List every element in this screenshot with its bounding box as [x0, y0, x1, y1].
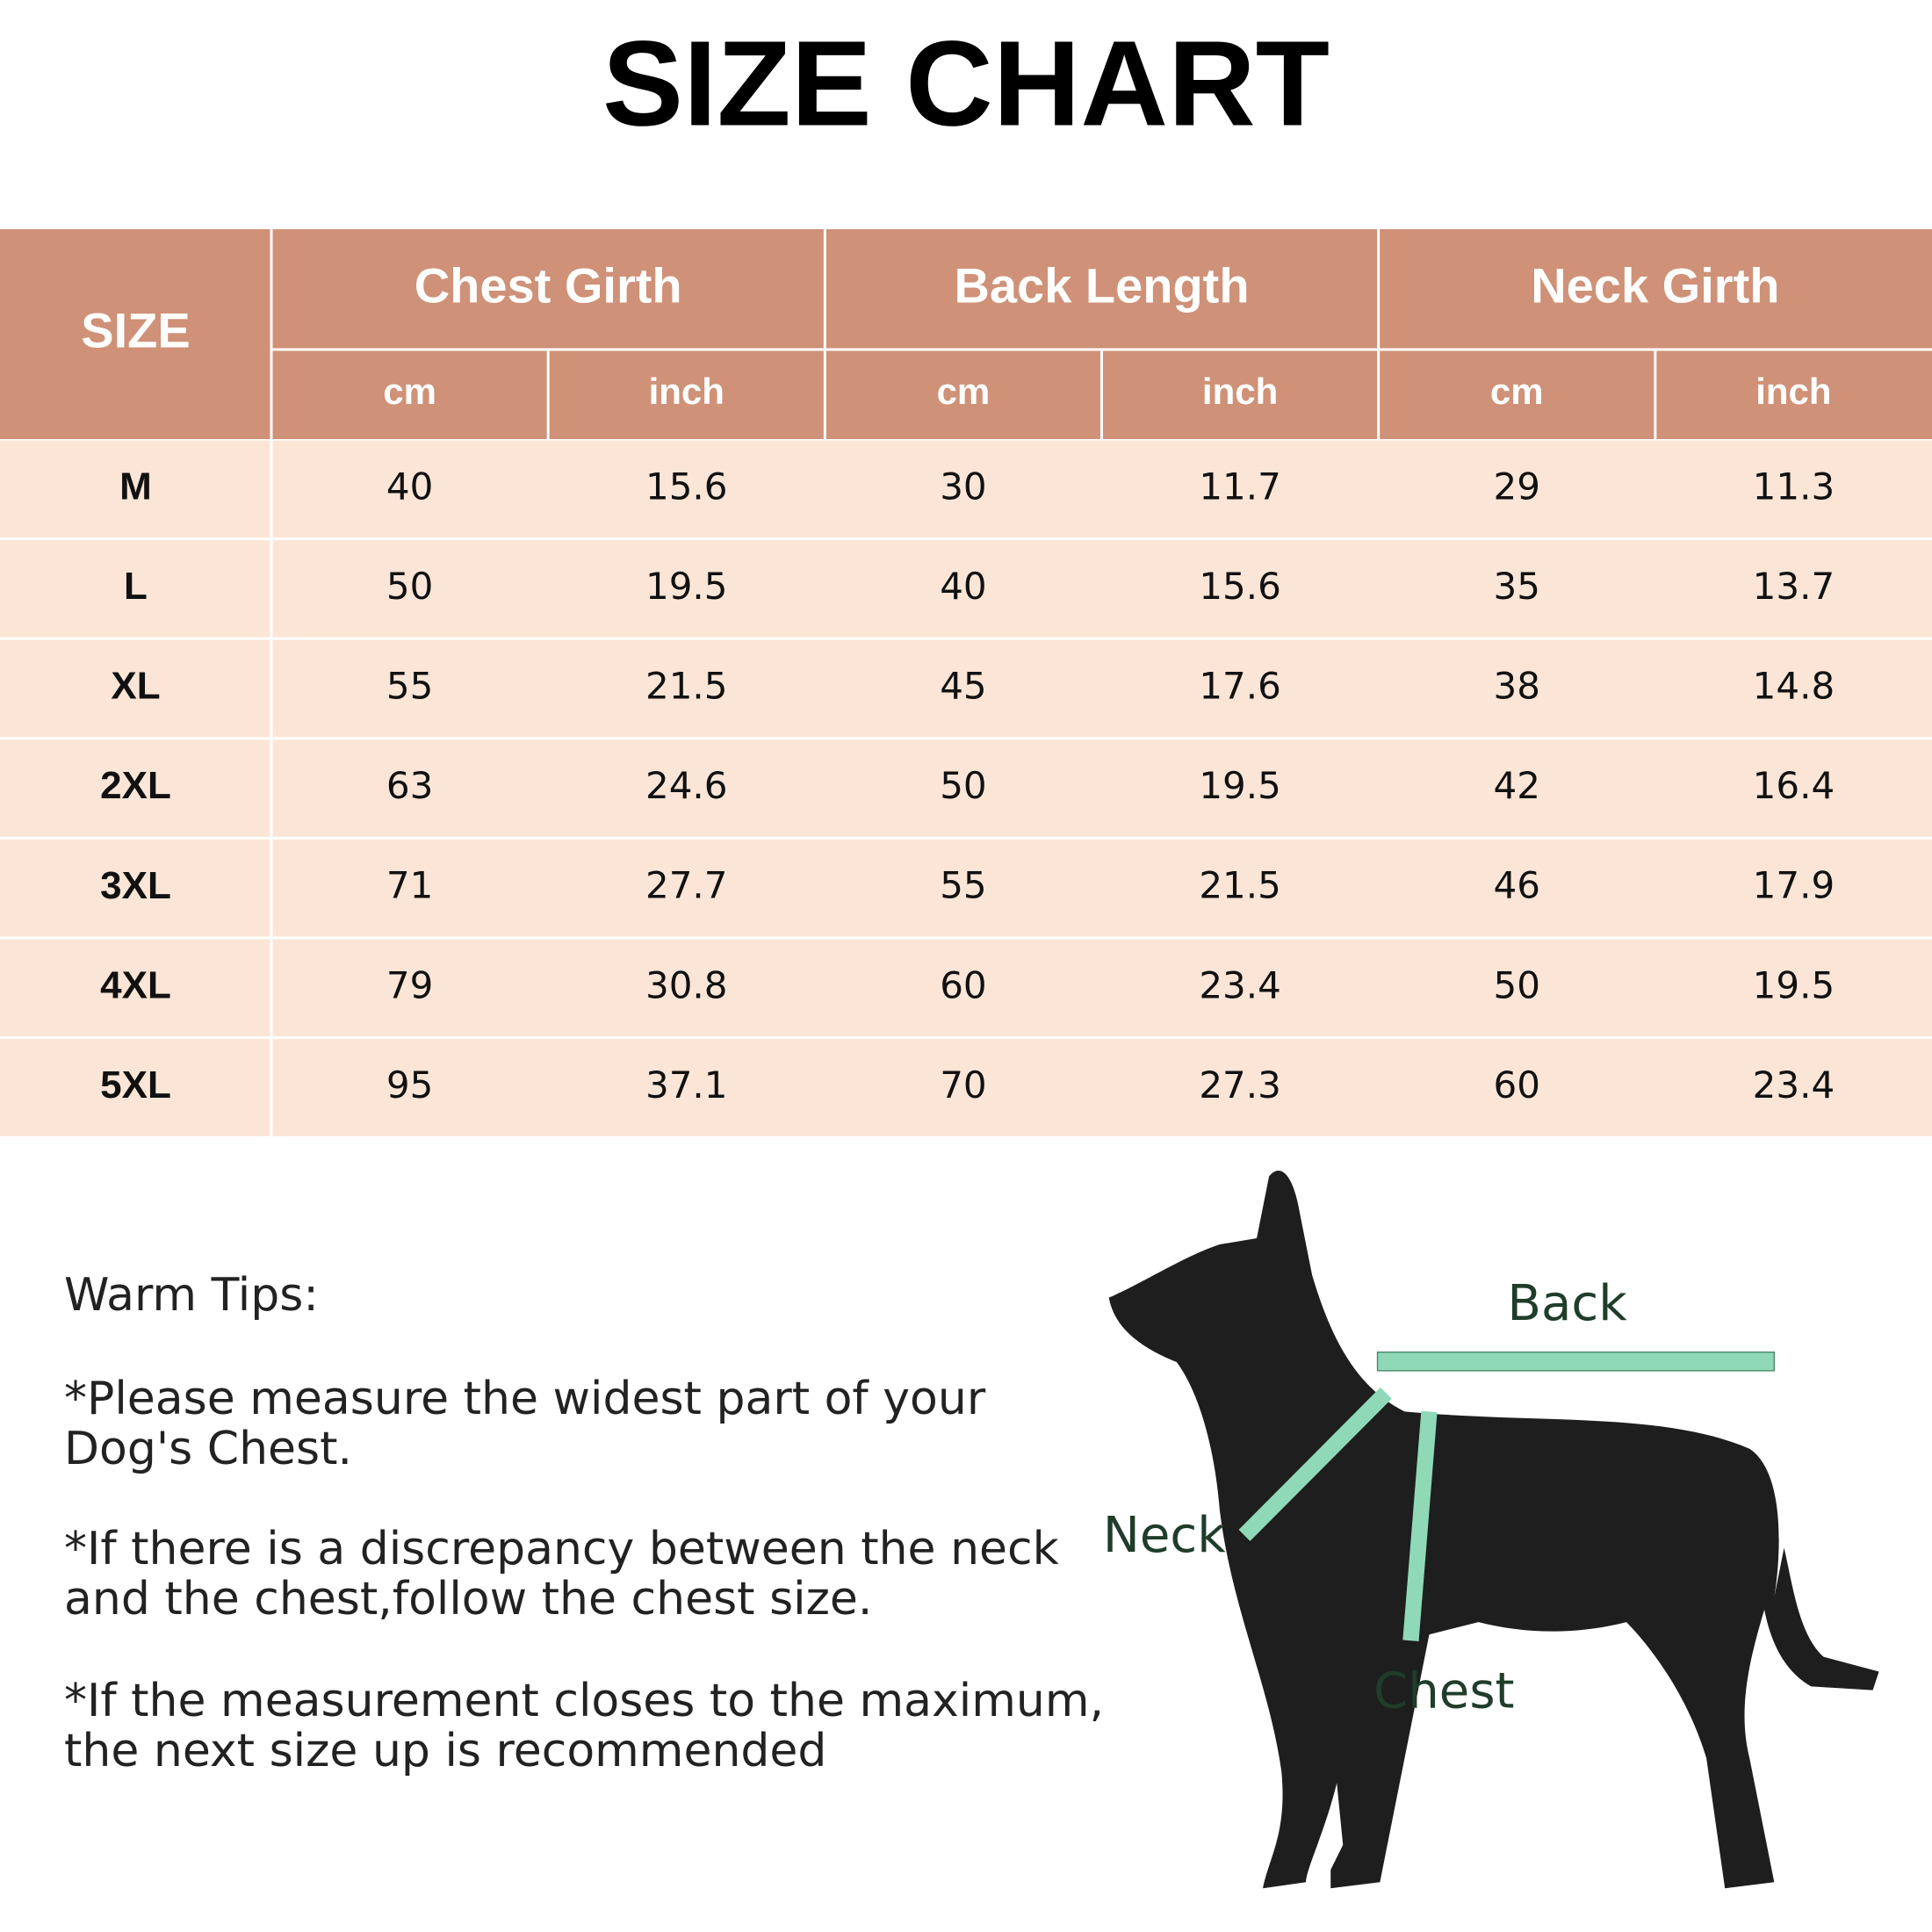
row-bg [0, 939, 1932, 1037]
value-cell: 29 [1494, 465, 1540, 508]
size-cell: M [119, 465, 152, 508]
value-cell: 14.8 [1753, 665, 1835, 708]
tip-line: Dog's Chest. [64, 1423, 352, 1475]
value-cell: 50 [386, 565, 433, 608]
value-cell: 42 [1494, 764, 1540, 807]
value-cell: 60 [1494, 1063, 1540, 1107]
value-cell: 17.9 [1753, 864, 1835, 907]
group-header: Chest Girth [415, 257, 682, 313]
size-cell: 2XL [100, 764, 171, 807]
value-cell: 60 [940, 963, 986, 1006]
row-bg [0, 440, 1932, 538]
value-cell: 70 [940, 1063, 986, 1107]
dog-silhouette [1108, 1171, 1879, 1889]
neck-tape [1238, 1387, 1392, 1541]
tip-line: the next size up is recommended [64, 1725, 826, 1777]
tip-line: *If the measurement closes to the maximu… [64, 1675, 1104, 1727]
value-cell: 63 [386, 764, 433, 807]
unit-header: inch [1755, 371, 1831, 412]
value-cell: 30 [940, 465, 986, 508]
unit-header: cm [937, 371, 991, 412]
row-bg [0, 739, 1932, 837]
value-cell: 40 [386, 465, 433, 508]
value-cell: 40 [940, 565, 986, 608]
value-cell: 15.6 [645, 465, 728, 508]
size-cell: XL [111, 665, 160, 708]
value-cell: 71 [386, 864, 433, 907]
unit-header: cm [1490, 371, 1544, 412]
size-cell: 5XL [100, 1063, 171, 1107]
value-cell: 21.5 [1199, 864, 1281, 907]
unit-header: inch [1202, 371, 1278, 412]
tip-line: and the chest,follow the chest size. [64, 1573, 872, 1626]
value-cell: 38 [1494, 665, 1540, 708]
chest-label: Chest [1373, 1662, 1515, 1719]
value-cell: 55 [386, 665, 433, 708]
value-cell: 27.7 [645, 864, 728, 907]
row-bg [0, 839, 1932, 937]
value-cell: 27.3 [1199, 1063, 1281, 1107]
row-bg [0, 540, 1932, 638]
size-cell: 4XL [100, 963, 171, 1006]
group-header: Back Length [954, 257, 1249, 313]
value-cell: 23.4 [1199, 963, 1281, 1006]
value-cell: 15.6 [1199, 565, 1281, 608]
value-cell: 79 [386, 963, 433, 1006]
size-cell: 3XL [100, 864, 171, 907]
neck-label: Neck [1103, 1507, 1226, 1564]
group-header: Neck Girth [1531, 257, 1779, 313]
tip-line: *Please measure the widest part of your [64, 1373, 986, 1425]
value-cell: 23.4 [1753, 1063, 1835, 1107]
back-label: Back [1508, 1275, 1628, 1332]
value-cell: 95 [386, 1063, 433, 1107]
unit-header: inch [649, 371, 724, 412]
value-cell: 17.6 [1199, 665, 1281, 708]
size-table: SIZE Chest Girth Back Length Neck Girth cm in… [0, 229, 1932, 1138]
back-tape [1376, 1352, 1776, 1372]
value-cell: 55 [940, 864, 986, 907]
row-bg [0, 639, 1932, 738]
dog-diagram: Back Neck Chest [1103, 1171, 1879, 1889]
value-cell: 11.3 [1753, 465, 1835, 508]
unit-header: cm [383, 371, 436, 412]
value-cell: 35 [1494, 565, 1540, 608]
value-cell: 50 [1494, 963, 1540, 1006]
value-cell: 19.5 [1199, 764, 1281, 807]
value-cell: 50 [940, 764, 986, 807]
value-cell: 30.8 [645, 963, 728, 1006]
tip-line: *If there is a discrepancy between the n… [64, 1523, 1059, 1575]
tips-heading: Warm Tips: [64, 1269, 319, 1322]
value-cell: 21.5 [645, 665, 728, 708]
page-title: SIZE CHART [602, 16, 1330, 151]
size-cell: L [124, 565, 148, 608]
value-cell: 19.5 [645, 565, 728, 608]
value-cell: 46 [1494, 864, 1540, 907]
chest-tape [1402, 1410, 1438, 1641]
value-cell: 16.4 [1753, 764, 1835, 807]
value-cell: 37.1 [645, 1063, 728, 1107]
value-cell: 24.6 [645, 764, 728, 807]
value-cell: 13.7 [1753, 565, 1835, 608]
value-cell: 19.5 [1753, 963, 1835, 1006]
value-cell: 45 [940, 665, 986, 708]
warm-tips: Warm Tips: *Please measure the widest par… [64, 1269, 1104, 1777]
size-header: SIZE [81, 302, 190, 357]
row-bg [0, 1039, 1932, 1136]
header-bg [0, 229, 1932, 439]
value-cell: 11.7 [1199, 465, 1281, 508]
